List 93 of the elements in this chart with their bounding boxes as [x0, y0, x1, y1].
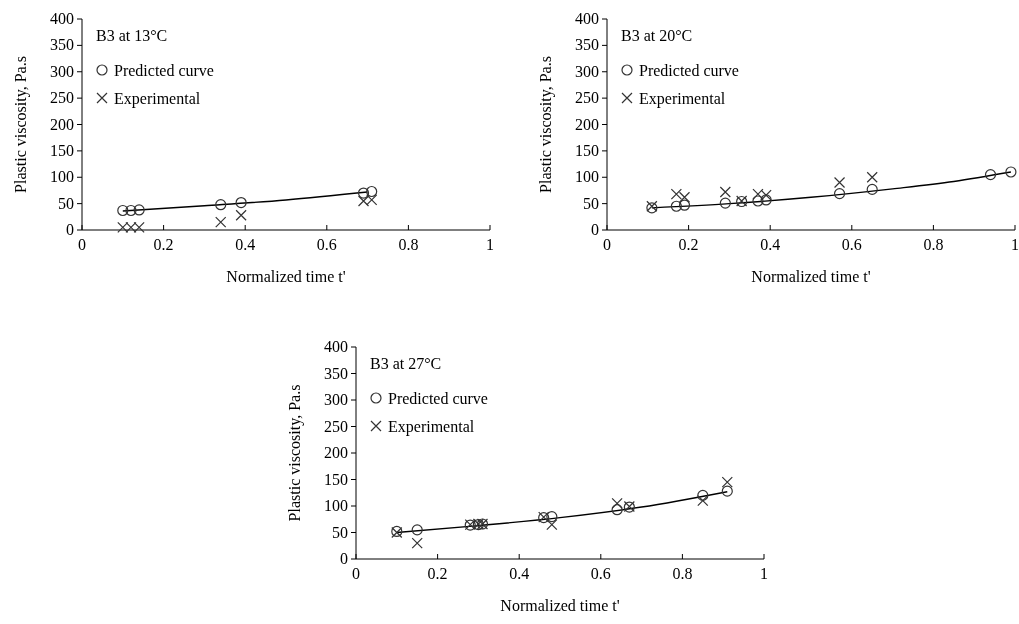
point: [670, 188, 682, 200]
legend-title: B3 at 27°C: [370, 355, 442, 372]
point: [721, 476, 733, 488]
y-tick-label: 300: [575, 62, 599, 80]
y-tick-label: 400: [50, 10, 74, 27]
point: [133, 204, 145, 216]
point: [125, 204, 137, 217]
y-axis-title: Plastic viscosity, Pa.s: [12, 56, 30, 193]
y-tick-label: 0: [591, 221, 599, 238]
x-tick-label: 0.4: [760, 236, 781, 253]
point: [411, 524, 423, 536]
legend-label: Experimental: [114, 90, 201, 108]
x-axis-title: Normalized time t': [751, 268, 871, 285]
point: [833, 188, 846, 200]
point: [235, 196, 247, 209]
y-tick-label: 400: [575, 10, 599, 27]
point: [719, 197, 731, 209]
x-tick-label: 1: [1011, 236, 1019, 253]
legend-title: B3 at 20°C: [621, 27, 693, 44]
point: [719, 186, 731, 198]
point: [1005, 166, 1017, 178]
x-axis-title: Normalized time t': [500, 597, 620, 614]
point: [611, 504, 623, 516]
point: [984, 169, 997, 181]
y-tick-label: 0: [340, 550, 348, 567]
y-tick-label: 200: [575, 115, 599, 133]
x-tick-label: 0: [352, 565, 360, 582]
point: [721, 485, 733, 497]
y-tick-label: 50: [583, 194, 599, 212]
x-tick-label: 0.6: [316, 236, 337, 253]
point: [611, 497, 623, 509]
y-tick-label: 100: [324, 497, 348, 514]
y-tick-label: 200: [50, 115, 74, 133]
legend-label: Predicted curve: [639, 62, 739, 79]
y-tick-label: 400: [324, 338, 348, 355]
point: [866, 171, 878, 183]
point: [117, 204, 129, 217]
x-tick-label: 1: [760, 565, 768, 582]
point: [678, 191, 691, 203]
y-tick-label: 50: [332, 523, 348, 541]
legend-label: Predicted curve: [114, 62, 214, 79]
legend-label: Experimental: [388, 418, 475, 436]
y-tick-label: 350: [575, 36, 599, 54]
y-tick-label: 150: [575, 141, 599, 159]
x-tick-label: 0.2: [153, 236, 174, 253]
point: [697, 489, 709, 501]
point: [866, 183, 878, 195]
point: [752, 195, 764, 207]
x-tick-label: 1: [486, 236, 494, 253]
x-tick-label: 0.8: [672, 565, 693, 582]
x-tick-label: 0.4: [509, 565, 530, 582]
y-tick-label: 300: [324, 391, 348, 408]
y-tick-label: 250: [324, 417, 348, 435]
x-tick-label: 0.2: [427, 565, 448, 582]
x-tick-label: 0.8: [398, 236, 419, 253]
y-tick-label: 0: [66, 221, 74, 238]
point: [833, 176, 846, 189]
point: [366, 185, 378, 198]
point: [357, 187, 370, 199]
point: [215, 199, 227, 211]
y-tick-label: 100: [50, 168, 74, 186]
x-axis-title: Normalized time t': [226, 268, 346, 285]
legend-label: Predicted curve: [388, 390, 488, 407]
x-tick-label: 0.2: [678, 236, 699, 253]
x-tick-label: 0.8: [923, 236, 944, 253]
y-tick-label: 50: [58, 194, 74, 212]
point: [678, 199, 691, 211]
y-tick-label: 350: [50, 36, 74, 54]
point: [546, 518, 558, 531]
x-tick-label: 0.4: [235, 236, 256, 253]
x-tick-label: 0.6: [841, 236, 862, 253]
y-tick-label: 200: [324, 444, 348, 461]
y-axis-title: Plastic viscosity, Pa.s: [286, 384, 304, 522]
point: [670, 200, 682, 212]
x-tick-label: 0: [78, 236, 86, 253]
point: [697, 495, 709, 507]
x-tick-label: 0: [603, 236, 611, 253]
y-tick-label: 300: [50, 62, 74, 80]
y-tick-label: 150: [324, 470, 348, 488]
legend-label: Experimental: [639, 90, 726, 108]
point: [215, 216, 227, 228]
point: [546, 511, 558, 523]
y-tick-label: 150: [50, 141, 74, 159]
y-tick-label: 100: [575, 168, 599, 186]
y-axis-title: Plastic viscosity, Pa.s: [537, 56, 555, 193]
point: [760, 194, 772, 206]
y-tick-label: 350: [324, 364, 348, 382]
y-tick-label: 250: [50, 89, 74, 107]
point: [235, 209, 247, 221]
y-tick-label: 250: [575, 89, 599, 107]
point: [411, 537, 423, 549]
x-tick-label: 0.6: [590, 565, 611, 582]
legend-title: B3 at 13°C: [96, 27, 168, 44]
